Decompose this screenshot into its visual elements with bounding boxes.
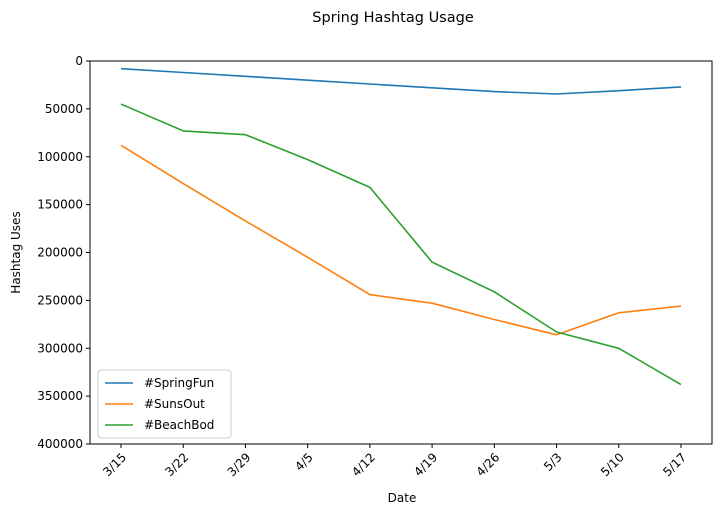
y-tick-label: 250000: [37, 293, 83, 307]
series-line-beachbod: [120, 103, 682, 386]
x-tick-label: 4/26: [473, 450, 502, 479]
plot-lines: [120, 67, 682, 386]
x-tick-label: 3/29: [225, 450, 254, 479]
series-line-sunsout: [120, 144, 682, 336]
legend-label-sunsout: #SunsOut: [144, 397, 205, 411]
x-tick-label: 4/5: [292, 450, 316, 474]
x-tick-label: 3/15: [100, 450, 129, 479]
legend-box: [97, 369, 232, 439]
x-tick-label: 4/19: [411, 450, 440, 479]
x-tick-label: 3/22: [162, 450, 191, 479]
x-axis: 3/15 3/22 3/29 4/5 4/12 4/19 4/26 5/3 5/10 5/17: [100, 444, 689, 479]
series-line-springfun: [120, 67, 682, 95]
y-tick-label: 350000: [37, 389, 83, 403]
x-tick-label: 5/3: [541, 450, 565, 474]
y-tick-label: 150000: [37, 198, 83, 212]
x-tick-label: 5/10: [598, 450, 627, 479]
legend-label-springfun: #SpringFun: [144, 376, 214, 390]
y-tick-label: 100000: [37, 150, 83, 164]
y-tick-label: 50000: [45, 102, 83, 116]
y-axis: 0 50000 100000 150000 200000 250000 300000 3500…: [37, 54, 90, 451]
y-axis-label: Hashtag Uses: [9, 211, 23, 293]
x-axis-label: Date: [388, 491, 417, 505]
y-tick-label: 0: [75, 54, 83, 68]
x-tick-label: 4/12: [349, 450, 378, 479]
y-tick-label: 300000: [37, 341, 83, 355]
y-tick-label: 400000: [37, 437, 83, 451]
y-tick-label: 200000: [37, 246, 83, 260]
plot-frame: [89, 60, 713, 445]
x-tick-label: 5/17: [660, 450, 689, 479]
chart-title: Spring Hashtag Usage: [312, 10, 474, 26]
legend: #SpringFun #SunsOut #BeachBod: [97, 369, 232, 439]
legend-label-beachbod: #BeachBod: [144, 418, 214, 432]
